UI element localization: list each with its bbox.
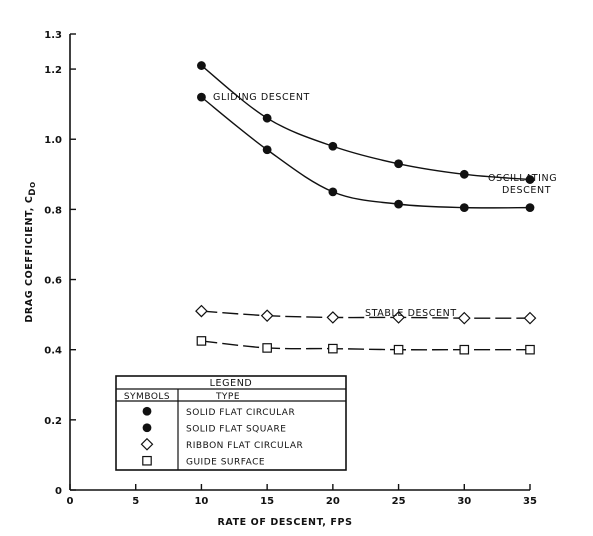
data-point-open-diamond bbox=[392, 311, 405, 324]
y-tick-label: 1.2 bbox=[44, 65, 62, 76]
series-layer bbox=[195, 61, 537, 355]
series-line bbox=[200, 65, 531, 181]
data-point-open-diamond bbox=[326, 311, 340, 324]
data-point-open-diamond bbox=[195, 304, 208, 318]
data-point-open-square bbox=[328, 343, 338, 354]
y-tick-label: 0.6 bbox=[44, 276, 62, 287]
y-tick-label: 1.3 bbox=[44, 30, 62, 41]
annotation-oscillating-1: OSCILLATING bbox=[488, 173, 557, 184]
legend-entry-label: SOLID FLAT CIRCULAR bbox=[186, 408, 295, 418]
data-point-open-square bbox=[525, 344, 535, 355]
series-line bbox=[201, 340, 530, 351]
x-tick-label: 25 bbox=[392, 496, 406, 507]
x-tick-label: 20 bbox=[326, 496, 340, 507]
data-point-open-diamond bbox=[457, 311, 471, 325]
data-point-open-square bbox=[393, 344, 404, 355]
legend-entry: RIBBON FLAT CIRCULAR bbox=[140, 437, 303, 451]
legend-entry: GUIDE SURFACE bbox=[142, 455, 265, 467]
legend-entry-label: RIBBON FLAT CIRCULAR bbox=[186, 441, 303, 451]
y-axis-title: DRAG COEFFICIENT, CDO bbox=[24, 181, 38, 322]
data-point-open-square bbox=[459, 344, 470, 355]
data-point-filled-circle bbox=[142, 406, 152, 416]
series-ribbon-flat-circular bbox=[195, 304, 537, 325]
y-tick-label: 0.2 bbox=[44, 416, 62, 427]
annotation-gliding: GLIDING DESCENT bbox=[213, 92, 310, 103]
data-point-filled-circle bbox=[197, 92, 206, 102]
y-tick-label: 0 bbox=[55, 486, 62, 497]
series-solid-flat-square bbox=[197, 61, 535, 184]
data-point-filled-circle bbox=[394, 199, 403, 209]
x-tick-label: 5 bbox=[132, 496, 139, 507]
data-point-filled-circle bbox=[262, 113, 272, 123]
y-tick-label: 1.0 bbox=[44, 135, 62, 146]
data-point-filled-circle bbox=[525, 203, 535, 213]
x-axis-title: RATE OF DESCENT, FPS bbox=[217, 517, 352, 528]
data-point-open-diamond bbox=[260, 309, 274, 323]
data-point-open-square bbox=[142, 455, 152, 466]
data-point-filled-circle bbox=[197, 61, 206, 70]
data-point-filled-circle bbox=[525, 175, 535, 184]
data-point-open-diamond bbox=[140, 437, 154, 451]
legend-col-symbols: SYMBOLS bbox=[124, 392, 170, 402]
axes: 0 5 10 15 20 25 30 35 0 0.2 0.4 0.6 0.8 1.0 1.2 1.3 RATE… bbox=[24, 30, 537, 528]
legend-entry-label: SOLID FLAT SQUARE bbox=[186, 424, 286, 434]
series-solid-flat-circular bbox=[197, 92, 535, 213]
data-point-open-diamond bbox=[523, 311, 537, 325]
legend: LEGEND SYMBOLS TYPE SOLID FLAT CIRCULAR SOLI… bbox=[115, 375, 347, 471]
series-guide-surface bbox=[196, 336, 535, 355]
data-point-filled-circle bbox=[142, 423, 152, 433]
data-point-filled-circle bbox=[328, 187, 338, 197]
data-point-filled-circle bbox=[328, 141, 338, 151]
legend-entry: SOLID FLAT SQUARE bbox=[142, 423, 286, 434]
y-tick-label: 0.4 bbox=[44, 346, 62, 357]
legend-entry-label: GUIDE SURFACE bbox=[186, 457, 265, 467]
x-tick-label: 10 bbox=[194, 496, 208, 507]
data-point-open-square bbox=[262, 343, 272, 353]
data-point-filled-circle bbox=[262, 145, 272, 155]
legend-title: LEGEND bbox=[210, 378, 253, 389]
annotation-oscillating-2: DESCENT bbox=[502, 185, 551, 196]
legend-box bbox=[115, 375, 347, 471]
series-line bbox=[200, 96, 531, 209]
data-point-filled-circle bbox=[459, 169, 469, 179]
y-tick-label: 0.8 bbox=[44, 205, 62, 216]
x-tick-label: 15 bbox=[260, 496, 274, 507]
x-tick-label: 35 bbox=[523, 496, 537, 507]
annotation-stable: STABLE DESCENT bbox=[365, 308, 457, 319]
data-point-filled-circle bbox=[459, 203, 469, 213]
data-point-open-square bbox=[196, 336, 207, 346]
x-tick-label: 30 bbox=[457, 496, 471, 507]
data-point-filled-circle bbox=[394, 159, 403, 169]
legend-entry: SOLID FLAT CIRCULAR bbox=[142, 406, 295, 418]
legend-col-type: TYPE bbox=[215, 392, 240, 402]
x-tick-label: 0 bbox=[67, 496, 74, 507]
